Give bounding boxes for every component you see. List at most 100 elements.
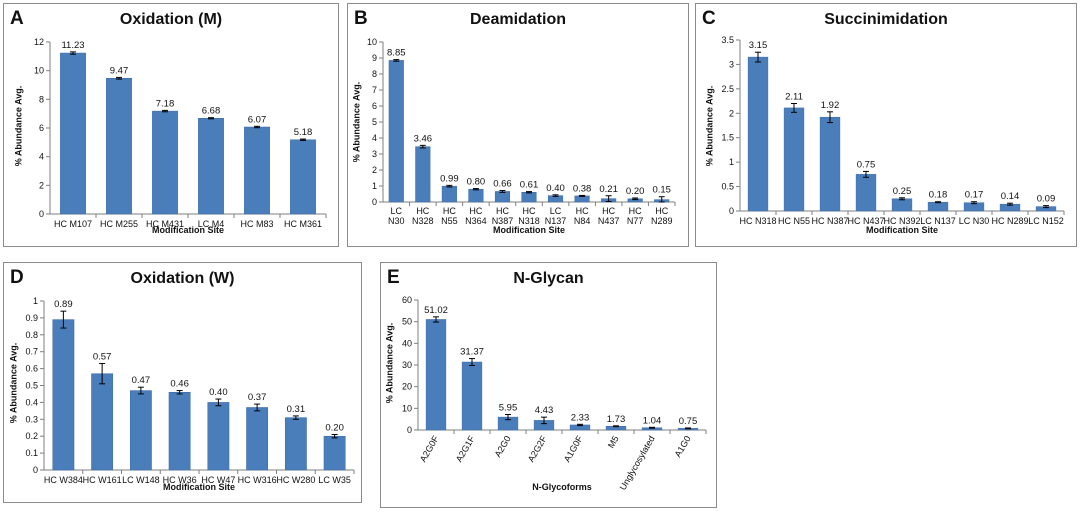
panel-oxidation-w: 0 0.1 0.2 0.3 0.4 0.5 0.6 0.7 0.8 0.9 1 0.89 HC W384… xyxy=(3,262,362,503)
data-label: 0.99 xyxy=(440,173,459,184)
x-tick-label: HC N437 xyxy=(847,216,884,226)
data-label: 0.14 xyxy=(1001,191,1020,202)
y-tick-label: 0.6 xyxy=(25,364,38,374)
y-axis-label: % Abundance Avg. xyxy=(12,85,23,167)
bar xyxy=(461,361,483,431)
bar xyxy=(106,78,132,215)
x-tick-label: HC N392 xyxy=(883,216,920,226)
x-tick-label: A2G0F xyxy=(418,434,441,464)
chart-title: Succinimidation xyxy=(824,11,948,28)
y-tick-label: 0.8 xyxy=(25,330,38,340)
x-tick-label: HC N55 xyxy=(778,216,810,226)
x-tick-label: A2G1F xyxy=(454,434,477,464)
data-label: 1.73 xyxy=(607,414,626,425)
y-tick-label: 30 xyxy=(402,360,412,370)
bar xyxy=(521,191,537,203)
bar xyxy=(415,146,431,203)
y-tick-label: 4 xyxy=(372,133,377,143)
y-tick-label: 2 xyxy=(39,180,44,190)
bar xyxy=(468,188,484,203)
x-tick-label: N77 xyxy=(627,216,644,226)
y-tick-label: 10 xyxy=(367,37,377,47)
y-axis-label: % Abundance Avg. xyxy=(7,342,18,424)
chart-oxidation-w: 0 0.1 0.2 0.3 0.4 0.5 0.6 0.7 0.8 0.9 1 0.89 HC W384… xyxy=(25,296,355,485)
x-tick-label: LC N137 xyxy=(920,216,956,226)
y-tick-label: 3.5 xyxy=(721,35,734,45)
x-tick-label: LC M4 xyxy=(198,219,225,229)
y-tick-label: 0.1 xyxy=(25,448,38,458)
data-label: 4.43 xyxy=(535,405,554,416)
bar xyxy=(388,60,404,203)
x-tick-label: HC W36 xyxy=(163,475,197,485)
x-tick-label: A1G0 xyxy=(673,434,693,459)
y-tick-label: 3 xyxy=(729,59,734,69)
chart-deamidation: 0123456789108.85LCN303.46HCN3280.99HCN55… xyxy=(367,37,676,226)
chart-oxidation-m: 0 2 4 6 8 10 12 11.23 HC M107 9.47 HC M255 7.18 HC M… xyxy=(34,37,327,229)
data-label: 0.66 xyxy=(493,178,512,189)
y-tick-label: 0 xyxy=(407,425,412,435)
y-tick-label: 0 xyxy=(372,197,377,207)
x-tick-label: LC W148 xyxy=(122,475,160,485)
x-tick-label: LC N30 xyxy=(959,216,990,226)
bar xyxy=(927,201,949,212)
bar xyxy=(290,139,316,215)
panel-succinimidation: 0 0.5 1 1.5 2 2.5 3 3.5 3.15 HC N318 2.11 HC N55 1.9… xyxy=(695,3,1077,247)
x-tick-label: HC M83 xyxy=(240,219,273,229)
x-tick-label: HC xyxy=(416,206,429,216)
data-label: 0.25 xyxy=(893,186,912,197)
bar xyxy=(323,435,346,471)
y-tick-label: 12 xyxy=(34,37,44,47)
x-tick-label: HC N387 xyxy=(811,216,848,226)
data-label: 6.68 xyxy=(202,106,221,117)
panel-n-glycan: 0 10 20 30 40 50 60 51.02 A2G0F 31.37 A2G1F 5.95 A2G… xyxy=(380,262,717,508)
y-tick-label: 1 xyxy=(372,181,377,191)
bar xyxy=(168,392,191,471)
x-axis-label: N-Glycoforms xyxy=(532,482,592,492)
y-tick-label: 40 xyxy=(402,338,412,348)
x-tick-label: HC W280 xyxy=(276,475,315,485)
x-tick-label: HC xyxy=(443,206,456,216)
data-label: 8.85 xyxy=(387,48,406,59)
y-axis-label: % Abundance Avg. xyxy=(703,85,714,167)
bar xyxy=(747,56,769,212)
bar xyxy=(60,52,86,215)
x-axis-label: Modification Site xyxy=(152,225,224,235)
y-tick-label: 8 xyxy=(39,94,44,104)
y-tick-label: 5 xyxy=(372,117,377,127)
data-label: 0.17 xyxy=(965,190,984,201)
y-tick-label: 20 xyxy=(402,382,412,392)
x-axis-label: Modification Site xyxy=(163,482,235,492)
panel-label: E xyxy=(387,267,400,288)
data-label: 11.23 xyxy=(61,40,84,51)
data-label: 3.15 xyxy=(749,40,768,51)
data-label: 0.15 xyxy=(652,185,671,196)
x-tick-label: N289 xyxy=(651,216,673,226)
bar xyxy=(246,407,269,471)
x-tick-label: A1G0F xyxy=(562,434,585,464)
x-tick-label: N30 xyxy=(388,216,405,226)
data-label: 0.89 xyxy=(54,299,73,310)
data-label: 0.31 xyxy=(287,404,306,415)
data-label: 0.75 xyxy=(857,159,876,170)
chart-succinimidation: 0 0.5 1 1.5 2 2.5 3 3.5 3.15 HC N318 2.11 HC N55 1.9… xyxy=(721,35,1065,226)
y-tick-label: 0.2 xyxy=(25,431,38,441)
y-tick-label: 60 xyxy=(402,295,412,305)
x-tick-label: HC W47 xyxy=(201,475,235,485)
x-tick-label: N137 xyxy=(545,216,567,226)
y-tick-label: 9 xyxy=(372,53,377,63)
bar xyxy=(129,390,152,471)
x-tick-label: HC W161 xyxy=(83,475,122,485)
data-label: 0.09 xyxy=(1037,194,1056,205)
data-label: 0.21 xyxy=(599,184,618,195)
y-tick-label: 0.5 xyxy=(25,381,38,391)
y-tick-label: 1.5 xyxy=(721,133,734,143)
y-tick-label: 8 xyxy=(372,69,377,79)
y-tick-label: 1 xyxy=(33,296,38,306)
y-axis-label: % Abundance Avg. xyxy=(383,322,394,404)
bar xyxy=(783,107,805,212)
x-axis-label: Modification Site xyxy=(493,225,565,235)
data-label: 5.95 xyxy=(499,403,518,414)
data-label: 0.46 xyxy=(170,379,189,390)
y-tick-label: 7 xyxy=(372,85,377,95)
bar xyxy=(819,116,841,212)
